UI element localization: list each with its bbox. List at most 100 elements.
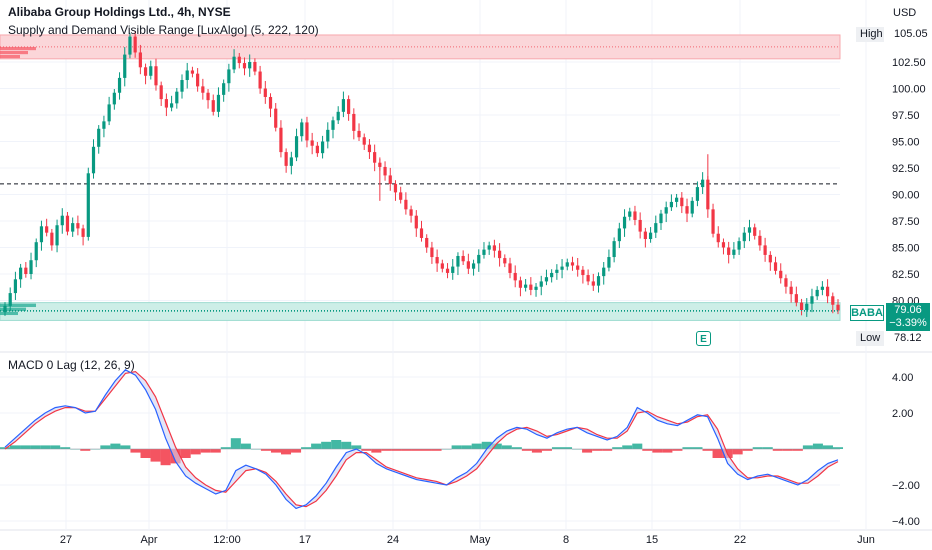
- candle-body: [19, 267, 23, 280]
- candle-body: [701, 179, 705, 188]
- candle-body: [237, 56, 241, 64]
- candle-body: [831, 296, 835, 305]
- macd-histogram-bar: [10, 445, 21, 449]
- price-tick-label: 92.50: [892, 163, 920, 175]
- candle-body: [497, 250, 502, 259]
- candle-body: [622, 216, 627, 229]
- candle-body: [383, 166, 387, 176]
- macd-histogram-bar: [602, 449, 613, 451]
- macd-histogram-bar: [692, 447, 703, 449]
- macd-histogram-bar: [772, 449, 783, 451]
- candle-body: [326, 129, 330, 142]
- candle-body: [482, 249, 486, 255]
- candle-body: [815, 289, 819, 297]
- candle-body: [461, 255, 465, 262]
- candle-body: [695, 187, 700, 201]
- macd-histogram-bar: [421, 449, 432, 451]
- macd-histogram-bar: [712, 449, 723, 458]
- candle-body: [451, 266, 455, 273]
- candle-body: [29, 260, 33, 274]
- candle-body: [196, 73, 200, 87]
- candle-body: [617, 228, 621, 242]
- macd-histogram-bar: [361, 449, 372, 451]
- candle-body: [487, 245, 491, 250]
- macd-histogram-bar: [792, 449, 803, 451]
- macd-histogram-bar: [150, 449, 161, 462]
- macd-tick-label: −4.00: [892, 516, 920, 528]
- macd-histogram-bar: [301, 447, 312, 449]
- macd-histogram-bar: [341, 441, 352, 449]
- macd-histogram-bar: [622, 445, 633, 449]
- macd-histogram-bar: [832, 447, 844, 449]
- macd-histogram-bar: [481, 441, 492, 449]
- macd-histogram-bar: [471, 443, 482, 449]
- macd-histogram-bar: [632, 443, 643, 449]
- candle-body: [570, 262, 575, 266]
- supply-profile-bar: [0, 50, 28, 55]
- macd-histogram-bar: [451, 445, 462, 449]
- candle-body: [128, 36, 132, 55]
- candle-body: [675, 197, 679, 202]
- macd-histogram-bar: [652, 449, 663, 453]
- indicator-label[interactable]: Supply and Demand Visible Range [LuxAlgo…: [8, 23, 319, 37]
- macd-histogram-bar: [501, 445, 512, 449]
- candle-body: [529, 284, 533, 290]
- macd-histogram-bar: [80, 449, 91, 451]
- candle-body: [352, 113, 356, 131]
- macd-histogram-bar: [782, 449, 793, 451]
- candle-body: [367, 144, 372, 153]
- macd-histogram-bar: [822, 445, 833, 449]
- candle-body: [565, 262, 569, 267]
- candle-body: [305, 122, 309, 141]
- macd-histogram-bar: [260, 449, 271, 451]
- symbol-badge: BABA: [850, 305, 884, 321]
- candle-body: [315, 145, 319, 154]
- macd-histogram-bar: [140, 449, 151, 458]
- candle-body: [591, 281, 595, 286]
- time-tick-label: 17: [299, 534, 311, 546]
- candle-body: [154, 66, 158, 86]
- macd-histogram-bar: [60, 447, 71, 449]
- last-price-change: −3.39%: [889, 317, 927, 329]
- last-price-box: 79.06 −3.39%: [886, 303, 930, 331]
- candle-body: [34, 242, 38, 261]
- candle-body: [357, 130, 361, 138]
- macd-tick-label: −2.00: [892, 480, 920, 492]
- candle-body: [91, 146, 96, 174]
- macd-label[interactable]: MACD 0 Lag (12, 26, 9): [8, 358, 135, 372]
- high-tag-label: High: [856, 27, 884, 42]
- candle-body: [336, 111, 340, 121]
- earnings-icon[interactable]: E: [696, 331, 711, 346]
- macd-histogram-bar: [210, 449, 221, 453]
- macd-histogram-bar: [50, 445, 61, 449]
- price-tick-label: 85.00: [892, 243, 920, 255]
- candle-body: [373, 152, 377, 163]
- candle-body: [425, 237, 429, 248]
- candle-body: [399, 192, 403, 200]
- macd-histogram-bar: [582, 449, 593, 453]
- candle-body: [159, 85, 163, 100]
- macd-histogram-bar: [521, 449, 532, 451]
- candle-body: [586, 275, 590, 282]
- candle-body: [284, 152, 288, 166]
- candle-body: [138, 52, 142, 68]
- macd-histogram-bar: [110, 443, 121, 449]
- candle-body: [388, 175, 392, 184]
- macd-histogram-bar: [531, 449, 542, 453]
- macd-histogram-bar: [200, 449, 211, 453]
- candle-body: [758, 235, 762, 246]
- macd-histogram-bar: [180, 449, 191, 458]
- candle-body: [185, 70, 189, 81]
- candle-body: [347, 99, 351, 114]
- candle-body: [253, 62, 257, 72]
- candle-body: [133, 36, 137, 53]
- candle-body: [393, 183, 398, 193]
- candle-body: [810, 296, 814, 304]
- candle-body: [76, 223, 80, 229]
- candle-body: [711, 209, 715, 234]
- candle-body: [477, 254, 481, 264]
- high-tag-value: 105.05: [894, 28, 928, 40]
- candle-body: [524, 284, 528, 288]
- time-tick-label: 22: [734, 534, 746, 546]
